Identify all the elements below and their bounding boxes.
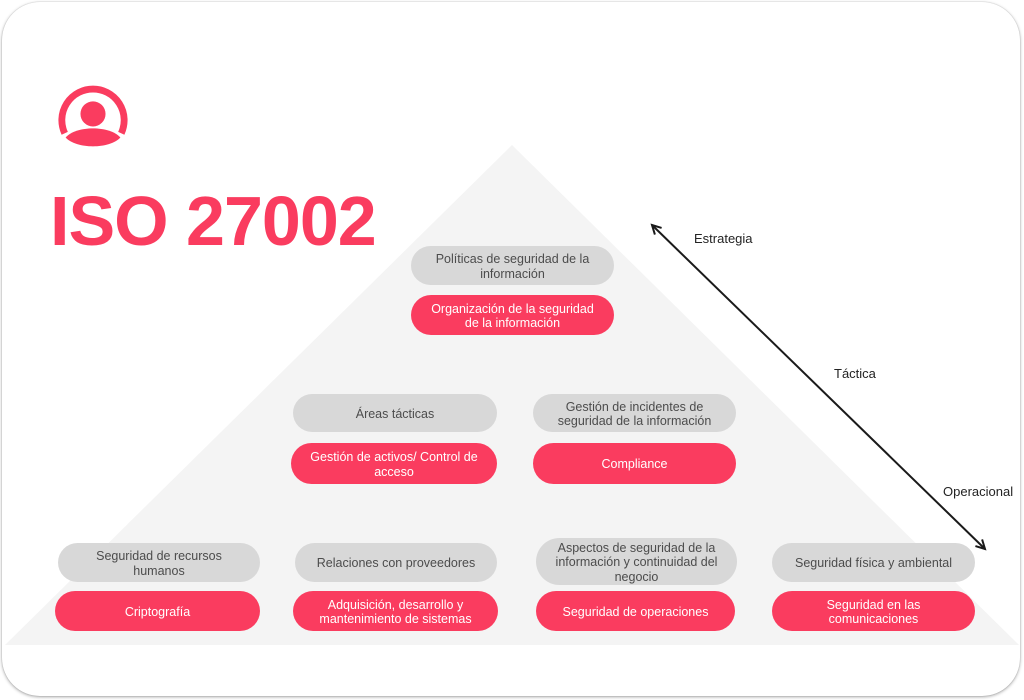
pill-pink-adquisicion-sistemas: Adquisición, desarrollo y mantenimiento … bbox=[293, 591, 498, 631]
axis-label-operacional: Operacional bbox=[943, 484, 1014, 499]
axis-label-estrategia: Estrategia bbox=[694, 231, 753, 246]
pill-pink-seguridad-comunicaciones: Seguridad en las comunicaciones bbox=[772, 591, 975, 631]
pill-pink-organizacion: Organización de la seguridad de la infor… bbox=[411, 295, 614, 335]
pill-gray-gestion-incidentes: Gestión de incidentes de seguridad de la… bbox=[533, 394, 736, 432]
double-headed-diagonal-arrow-icon bbox=[650, 223, 987, 551]
pill-pink-gestion-activos: Gestión de activos/ Control de acceso bbox=[291, 443, 497, 484]
pill-pink-criptografia: Criptografía bbox=[55, 591, 260, 631]
pill-pink-seguridad-operaciones: Seguridad de operaciones bbox=[536, 591, 735, 631]
axis-label-tactica: Táctica bbox=[834, 366, 876, 381]
pill-gray-recursos-humanos: Seguridad de recursos humanos bbox=[58, 543, 260, 582]
page-title: ISO 27002 bbox=[50, 182, 377, 260]
pill-gray-areas-tacticas: Áreas tácticas bbox=[293, 394, 497, 432]
pill-gray-seguridad-fisica: Seguridad física y ambiental bbox=[772, 543, 975, 582]
pill-pink-compliance: Compliance bbox=[533, 443, 736, 484]
pill-gray-politicas: Políticas de seguridad de la información bbox=[411, 246, 614, 285]
pill-gray-relaciones-proveedores: Relaciones con proveedores bbox=[295, 543, 497, 582]
user-circle-icon bbox=[55, 82, 131, 158]
pill-gray-aspectos-continuidad: Aspectos de seguridad de la información … bbox=[536, 538, 737, 585]
